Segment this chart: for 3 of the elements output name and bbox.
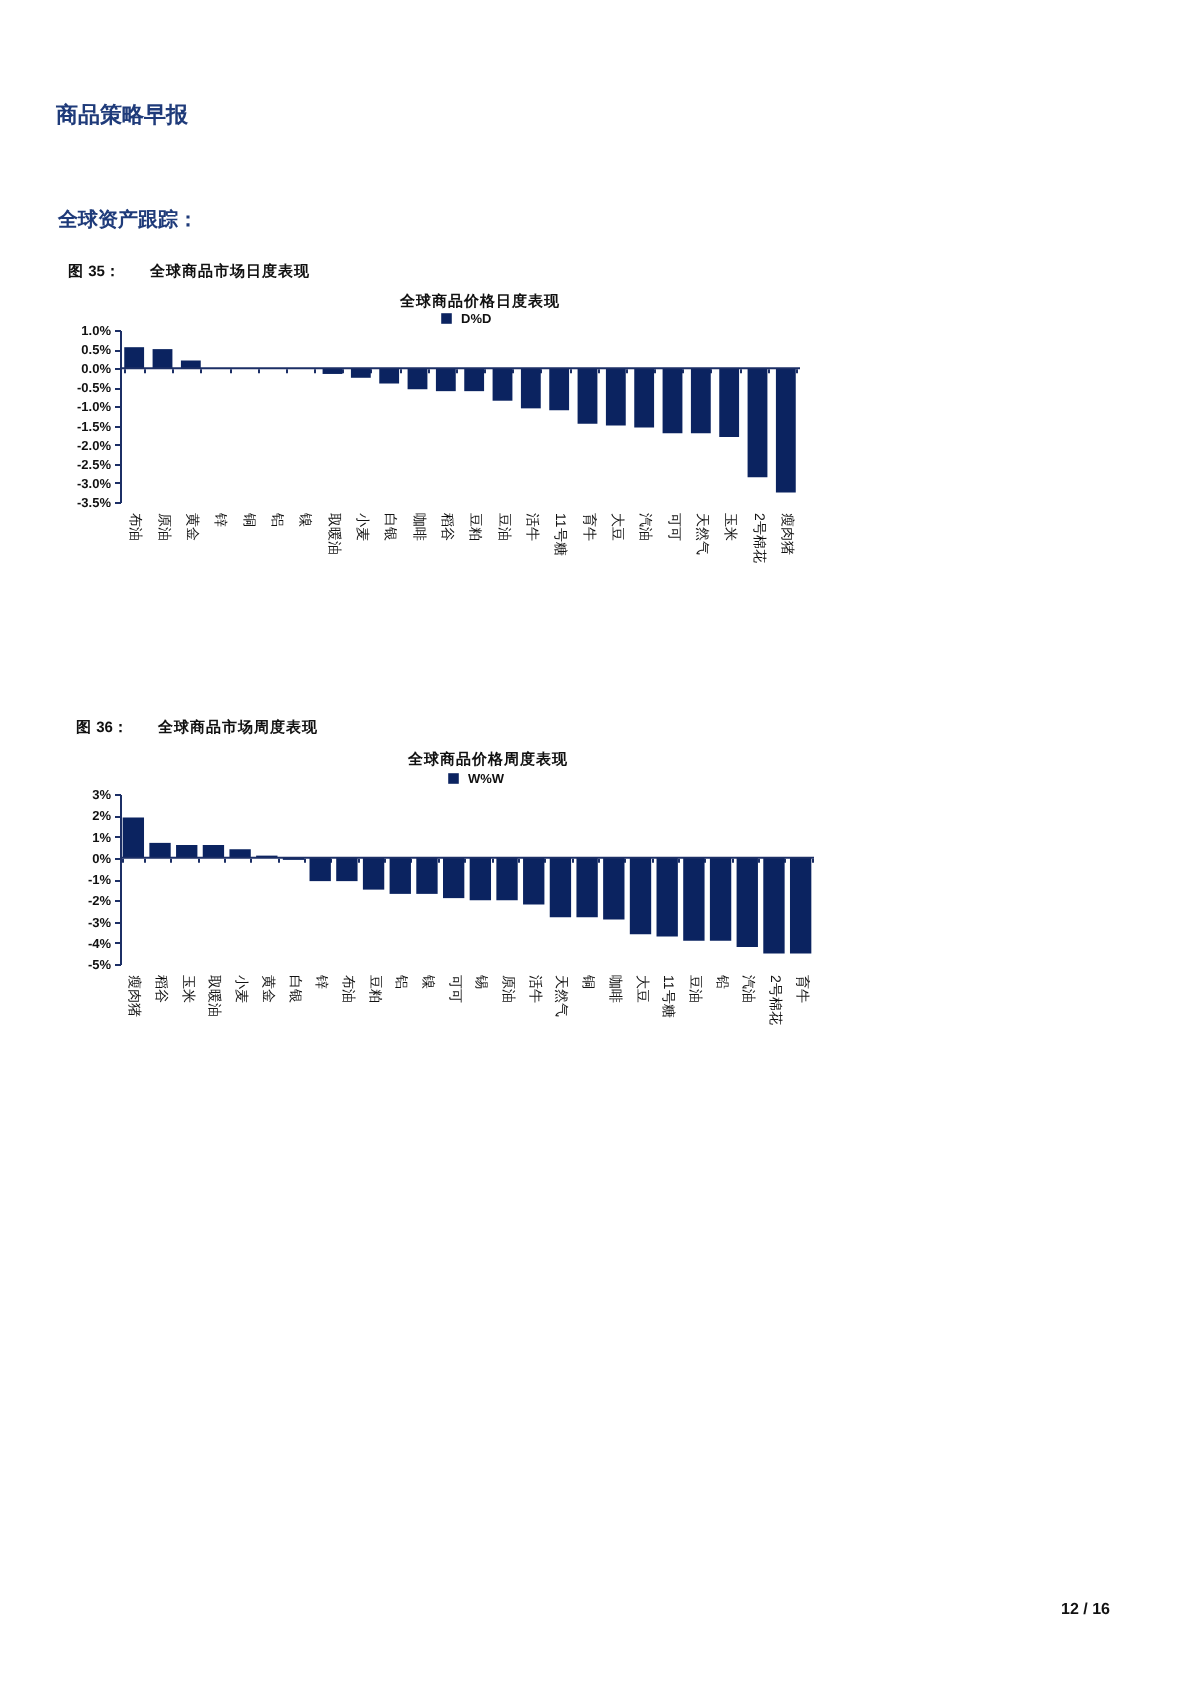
text: 商品策略早报 xyxy=(54,102,190,128)
text: 12 / 16 xyxy=(1061,1600,1112,1618)
text: 全球资产跟踪： xyxy=(56,208,198,232)
